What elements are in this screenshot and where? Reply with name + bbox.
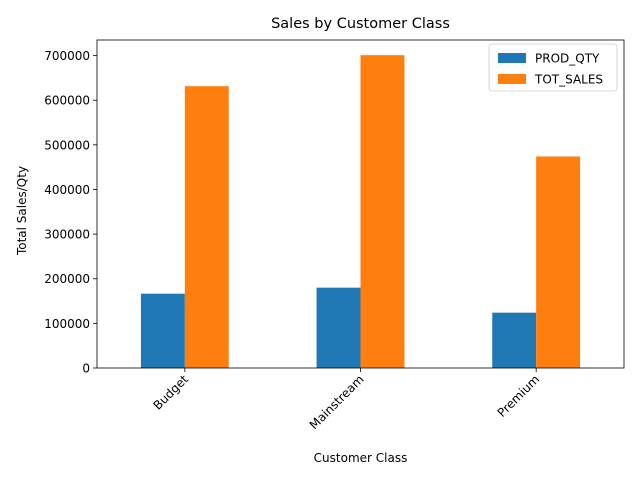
y-tick-label: 600000 [44,94,90,108]
bar-prod-qty-budget [140,293,185,368]
axes-frame [96,39,625,369]
chart-title: Sales by Customer Class [271,16,450,32]
bar-tot-sales-mainstream [360,55,405,369]
legend-swatch-tot-sales [498,74,526,84]
legend-label-prod-qty: PROD_QTY [535,52,600,66]
bar-prod-qty-premium [492,312,537,368]
y-tick-label: 100000 [44,317,90,331]
legend: PROD_QTY TOT_SALES [488,43,618,92]
y-tick-label: 0 [82,362,90,376]
bar-tot-sales-budget [184,86,229,368]
y-axis-label: Total Sales/Qty [15,166,29,256]
legend-swatch-prod-qty [498,53,526,63]
plot-area: 0 100000 200000 300000 400000 500000 600000 700… [44,39,625,432]
bar-tot-sales-premium [536,156,581,368]
y-tick-label: 700000 [44,49,90,63]
y-tick-label: 200000 [44,272,90,286]
x-axis-label: Customer Class [314,451,408,465]
x-tick-label-budget: Budget [151,372,192,413]
bar-prod-qty-mainstream [316,287,361,368]
y-tick-label: 300000 [44,228,90,242]
y-tick-label: 400000 [44,183,90,197]
y-tick-label: 500000 [44,138,90,152]
legend-label-tot-sales: TOT_SALES [534,73,603,87]
x-tick-label-premium: Premium [495,372,543,420]
x-tick-label-mainstream: Mainstream [307,372,367,432]
